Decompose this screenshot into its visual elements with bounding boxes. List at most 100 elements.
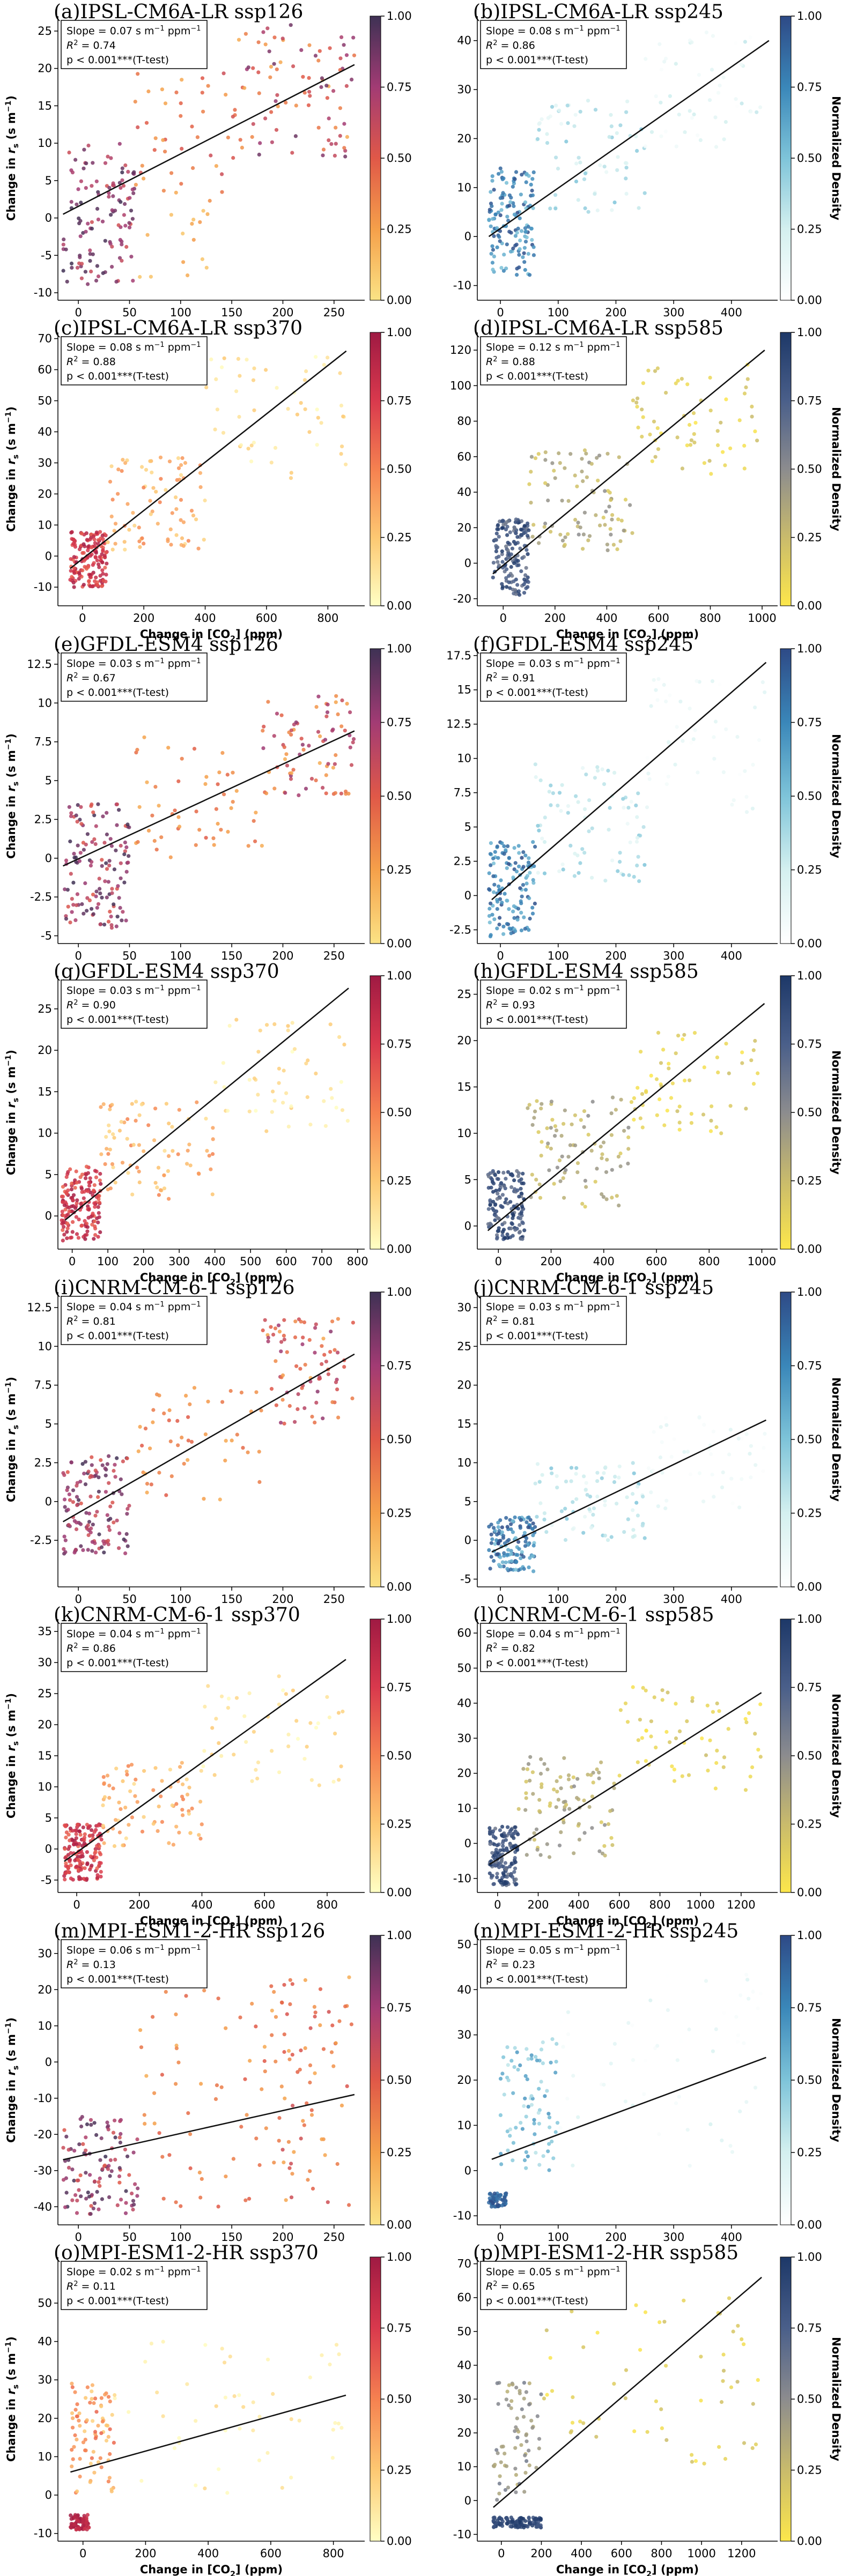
- scatter-point: [636, 1738, 640, 1742]
- scatter-point: [216, 1996, 220, 2001]
- scatter-point: [488, 1826, 492, 1830]
- scatter-point: [302, 91, 307, 95]
- colorbar-tick-label: 0.25: [797, 223, 822, 236]
- scatter-point: [497, 235, 501, 239]
- regression-line: [492, 350, 765, 575]
- scatter-point: [748, 1775, 752, 1779]
- scatter-point: [64, 1835, 68, 1840]
- scatter-point: [753, 2085, 758, 2090]
- scatter-point: [504, 1197, 508, 1201]
- y-tick-label: 10: [457, 1456, 471, 1469]
- scatter-point: [728, 2144, 733, 2148]
- scatter-point: [85, 909, 89, 913]
- scatter-point: [95, 580, 99, 584]
- scatter-point: [521, 1171, 525, 1176]
- scatter-point: [333, 153, 337, 158]
- scatter-point: [588, 1494, 593, 1499]
- scatter-point: [501, 2201, 506, 2206]
- scatter-point: [618, 1708, 623, 1712]
- scatter-point: [638, 2348, 642, 2352]
- scatter-point: [152, 148, 157, 152]
- scatter-point: [740, 1436, 744, 1441]
- scatter-point: [203, 1704, 207, 1709]
- scatter-point: [636, 855, 640, 859]
- scatter-point: [503, 892, 507, 896]
- scatter-point: [512, 1870, 516, 1874]
- scatter-point: [660, 1471, 664, 1475]
- scatter-point: [98, 1178, 102, 1183]
- scatter-point: [75, 1201, 79, 1205]
- scatter-point: [76, 187, 80, 191]
- scatter-point: [558, 1775, 563, 1779]
- scatter-point: [602, 1471, 606, 1475]
- scatter-point: [527, 482, 531, 486]
- scatter-point: [514, 1568, 518, 1572]
- scatter-point: [542, 871, 547, 875]
- x-tick-label: 50: [122, 306, 137, 319]
- scatter-point: [174, 533, 179, 537]
- scatter-point: [108, 479, 113, 484]
- scatter-point: [750, 404, 754, 409]
- scatter-point: [658, 1455, 662, 1460]
- scatter-point: [256, 1760, 261, 1764]
- scatter-point: [593, 776, 597, 780]
- scatter-point: [523, 2470, 528, 2475]
- scatter-point: [657, 2132, 661, 2136]
- scatter-point: [528, 273, 532, 277]
- y-tick-label: 40: [38, 2335, 52, 2348]
- scatter-point: [724, 727, 728, 731]
- scatter-point: [314, 778, 318, 783]
- scatter-point: [540, 1785, 544, 1790]
- scatter-point: [512, 1204, 516, 1208]
- scatter-point: [515, 2436, 520, 2440]
- scatter-point: [102, 553, 107, 558]
- scatter-point: [157, 804, 161, 808]
- y-axis-label: Change in rs (s m−1): [4, 733, 20, 859]
- scatter-point: [257, 2458, 262, 2462]
- scatter-point: [186, 1438, 190, 1443]
- scatter-point: [133, 1794, 137, 1798]
- scatter-point: [688, 1472, 693, 1476]
- scatter-point: [590, 1826, 594, 1830]
- x-tick-label: 800: [316, 1898, 338, 1911]
- scatter-point: [219, 1694, 224, 1698]
- scatter-point: [277, 1702, 282, 1706]
- y-tick-label: 0: [464, 1534, 471, 1547]
- scatter-point: [715, 429, 720, 433]
- scatter-point: [225, 773, 230, 777]
- r2-text: R2 = 0.88: [486, 355, 535, 368]
- scatter-point: [249, 443, 254, 448]
- scatter-point: [167, 1122, 171, 1126]
- slope-text: Slope = 0.07 s m−1 ppm−1: [67, 25, 201, 37]
- scatter-point: [509, 565, 513, 569]
- scatter-point: [313, 1350, 317, 1355]
- scatter-point: [576, 198, 580, 202]
- scatter-point: [707, 459, 712, 463]
- scatter-point: [109, 923, 114, 927]
- scatter-point: [496, 2402, 500, 2406]
- scatter-point: [537, 828, 541, 833]
- scatter-point: [543, 521, 548, 526]
- scatter-point: [202, 538, 206, 542]
- y-tick-label: 0: [464, 1837, 471, 1850]
- scatter-point: [600, 1152, 604, 1156]
- x-tick-label: 700: [311, 1255, 333, 1268]
- scatter-point: [234, 1018, 239, 1022]
- scatter-point: [273, 1326, 278, 1331]
- scatter-point: [149, 274, 153, 279]
- scatter-point: [615, 547, 619, 552]
- scatter-point: [506, 540, 510, 545]
- scatter-point: [262, 2059, 267, 2063]
- scatter-point: [501, 932, 506, 936]
- scatter-point: [586, 210, 590, 214]
- scatter-point: [113, 541, 117, 546]
- scatter-point: [283, 2096, 287, 2100]
- scatter-point: [529, 2103, 534, 2107]
- scatter-point: [729, 2385, 734, 2389]
- scatter-point: [568, 843, 573, 848]
- scatter-point: [499, 1881, 503, 1885]
- scatter-point: [113, 522, 118, 526]
- scatter-point: [569, 1479, 573, 1483]
- scatter-point: [98, 2158, 102, 2162]
- scatter-point: [124, 845, 129, 849]
